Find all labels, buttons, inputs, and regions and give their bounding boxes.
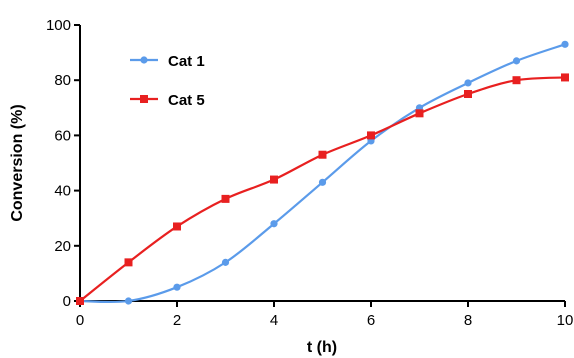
legend-item-cat1: Cat 1 xyxy=(130,53,205,70)
data-point-series-2 xyxy=(561,73,569,82)
x-axis-title: t (h) xyxy=(307,339,337,356)
y-tick-label: 40 xyxy=(54,183,71,200)
data-point-series-1 xyxy=(221,258,230,266)
fit-curve-series-2 xyxy=(79,76,566,302)
data-point-series-1 xyxy=(270,220,278,228)
x-tick-label: 4 xyxy=(270,312,278,329)
data-point-series-2 xyxy=(270,175,278,184)
data-points xyxy=(76,40,569,305)
data-point-series-1 xyxy=(124,297,133,305)
x-tick-label: 8 xyxy=(464,312,472,329)
legend-label-cat1: Cat 1 xyxy=(168,53,205,70)
y-tick-label: 80 xyxy=(54,72,71,89)
x-tick-label: 6 xyxy=(367,312,375,329)
data-point-series-2 xyxy=(124,258,133,267)
data-point-series-2 xyxy=(464,90,472,98)
data-point-series-1 xyxy=(173,283,181,291)
y-tick-label: 0 xyxy=(63,293,71,310)
x-tick-label: 2 xyxy=(173,312,181,329)
y-axis-title: Conversion (%) xyxy=(9,104,26,221)
y-tick-label: 100 xyxy=(46,17,71,34)
data-point-series-2 xyxy=(221,194,230,203)
x-tick-label: 0 xyxy=(76,312,84,329)
data-point-series-1 xyxy=(318,178,327,186)
legend: Cat 1 Cat 5 xyxy=(130,53,205,109)
legend-item-cat5: Cat 5 xyxy=(130,92,205,109)
y-tick-label: 60 xyxy=(54,127,71,144)
legend-marker-cat1 xyxy=(140,56,148,64)
x-tick-label: 10 xyxy=(557,312,574,329)
data-point-series-1 xyxy=(464,79,472,87)
legend-marker-cat5 xyxy=(140,95,148,103)
data-point-series-2 xyxy=(415,109,424,118)
data-point-series-1 xyxy=(561,40,569,48)
axes xyxy=(79,25,565,302)
y-ticks: 0 20 40 60 80 100 xyxy=(46,17,80,310)
data-point-series-2 xyxy=(367,131,375,140)
data-point-series-2 xyxy=(173,222,181,231)
y-tick-label: 20 xyxy=(54,238,71,255)
data-point-series-2 xyxy=(512,76,521,85)
data-point-series-1 xyxy=(512,57,521,65)
fit-curve-series-1 xyxy=(79,43,566,304)
legend-label-cat5: Cat 5 xyxy=(168,92,205,109)
fit-curves xyxy=(79,43,566,304)
x-ticks: 0 2 4 6 8 10 xyxy=(76,301,574,329)
data-point-series-2 xyxy=(318,150,327,159)
data-point-series-2 xyxy=(76,297,84,305)
